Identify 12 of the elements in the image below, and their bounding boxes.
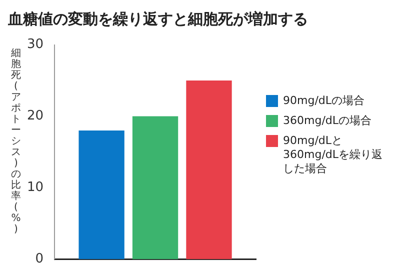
y-tick-label: 30 [26, 37, 44, 52]
legend-label: 90mg/dLの場合 [283, 94, 365, 108]
text: 細胞死(アポトーシス)の比率(%) [11, 48, 21, 235]
chart-title: 血糖値の変動を繰り返すと細胞死が増加する [8, 9, 309, 30]
y-tick-label: 0 [35, 252, 44, 267]
bar [186, 80, 232, 260]
bar [78, 130, 124, 260]
y-tick-label: 20 [26, 108, 44, 124]
bar [132, 116, 178, 260]
legend-label: 90mg/dLと360mg/dLを繰り返した場合 [283, 134, 384, 176]
legend-label: 360mg/dLの場合 [283, 114, 372, 128]
y-tick-label: 10 [26, 180, 44, 196]
